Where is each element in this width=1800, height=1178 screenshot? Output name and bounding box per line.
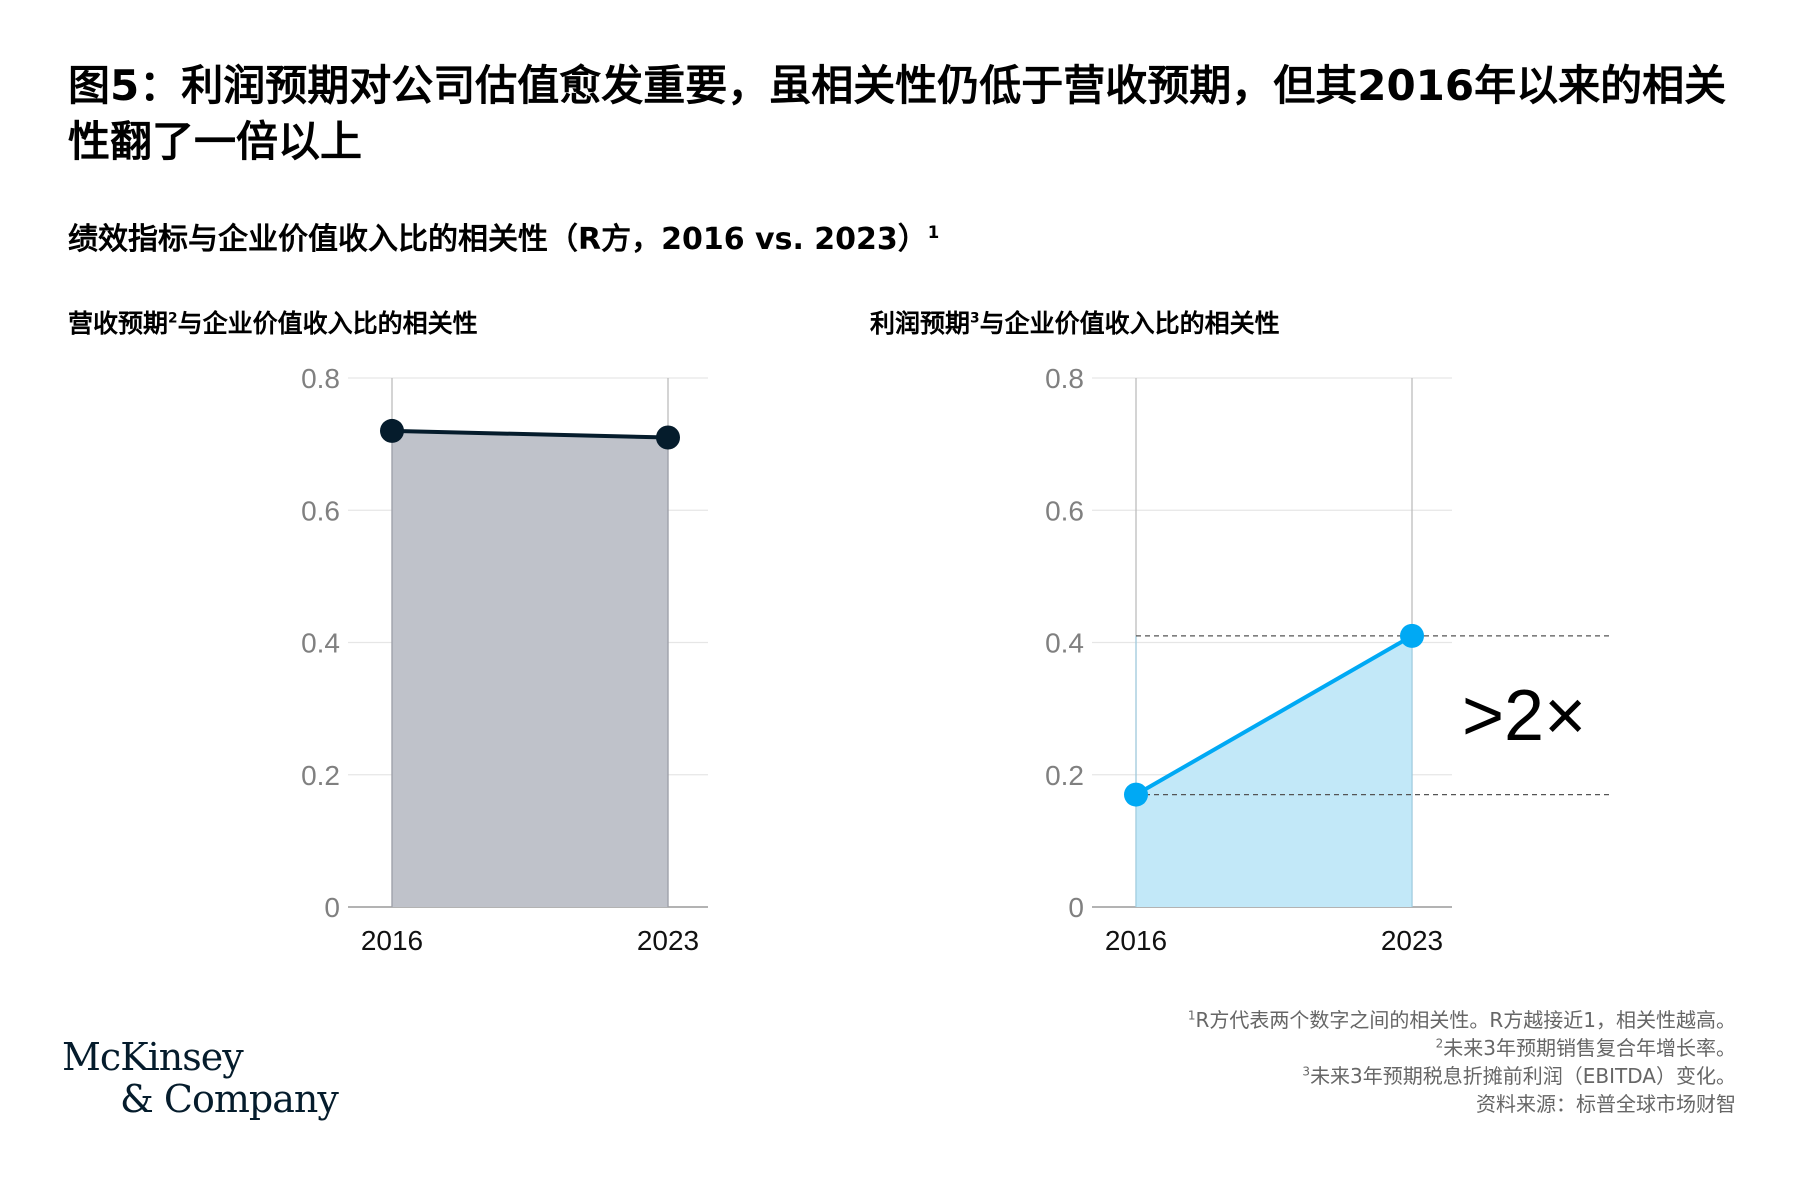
y-tick-label: 0.6 [1045, 495, 1084, 526]
footnote-2-text: 未来3年预期销售复合年增长率。 [1443, 1036, 1736, 1060]
data-point [656, 426, 680, 450]
footnote-1: 1R方代表两个数字之间的相关性。R方越接近1，相关性越高。 [836, 1006, 1736, 1034]
growth-annotation: >2× [1462, 676, 1586, 756]
mckinsey-logo: McKinsey & Company [62, 1036, 338, 1120]
x-tick-label: 2023 [1381, 925, 1443, 956]
charts-canvas: 0 0.2 0.4 0.6 0.8 2016 2023 0 0.2 0.4 0.6 0.8 >2× 201… [0, 0, 1800, 1178]
footnote-3-text: 未来3年预期税息折摊前利润（EBITDA）变化。 [1310, 1064, 1736, 1088]
y-tick-label: 0.2 [1045, 760, 1084, 791]
area-fill [392, 431, 668, 907]
footnotes: 1R方代表两个数字之间的相关性。R方越接近1，相关性越高。 2未来3年预期销售复… [836, 1006, 1736, 1118]
y-tick-label: 0.8 [1045, 363, 1084, 394]
x-tick-label: 2016 [1105, 925, 1167, 956]
footnote-2: 2未来3年预期销售复合年增长率。 [836, 1034, 1736, 1062]
footnote-3-marker: 3 [1302, 1064, 1310, 1078]
y-tick-label: 0.8 [301, 363, 340, 394]
data-point [1124, 783, 1148, 807]
source-note: 资料来源：标普全球市场财智 [836, 1090, 1736, 1118]
y-tick-label: 0 [324, 892, 340, 923]
x-tick-label: 2016 [361, 925, 423, 956]
data-point [1400, 624, 1424, 648]
y-tick-label: 0.6 [301, 495, 340, 526]
y-tick-label: 0.4 [1045, 628, 1084, 659]
logo-line-1: McKinsey [62, 1036, 338, 1078]
logo-line-2: & Company [62, 1078, 338, 1120]
data-point [380, 419, 404, 443]
footnote-1-text: R方代表两个数字之间的相关性。R方越接近1，相关性越高。 [1195, 1008, 1736, 1032]
y-tick-label: 0.2 [301, 760, 340, 791]
footnote-3: 3未来3年预期税息折摊前利润（EBITDA）变化。 [836, 1062, 1736, 1090]
y-tick-label: 0.4 [301, 628, 340, 659]
y-tick-label: 0 [1068, 892, 1084, 923]
x-tick-label: 2023 [637, 925, 699, 956]
